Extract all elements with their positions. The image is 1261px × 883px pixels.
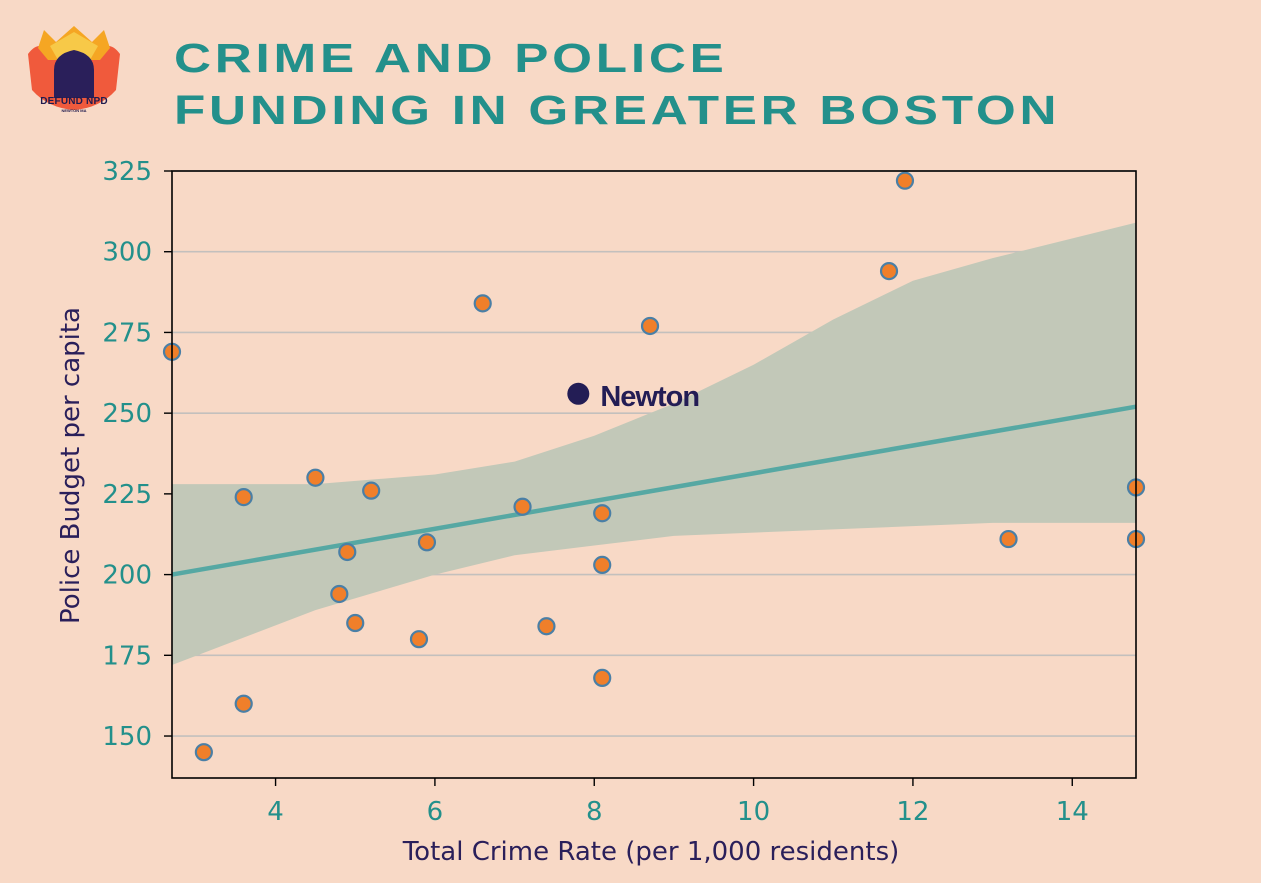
data-point [338, 542, 357, 562]
logo-text: DEFUND NPD [40, 96, 108, 107]
x-tick-label: 4 [267, 797, 284, 827]
data-point [537, 617, 556, 636]
plot-frame [171, 170, 1137, 779]
y-tick-label: 200 [102, 561, 152, 591]
y-tick-label: 250 [102, 399, 152, 429]
data-point [346, 613, 365, 633]
x-tick-label: 6 [427, 797, 444, 827]
data-point [999, 529, 1018, 549]
data-point [362, 481, 381, 500]
data-point [895, 171, 915, 190]
newton-point [567, 382, 590, 405]
data-point [194, 743, 213, 762]
y-axis-label: Police Budget per capita [56, 307, 86, 624]
confidence-band [172, 222, 1136, 665]
data-point [306, 468, 325, 487]
y-tick-label: 225 [102, 480, 152, 510]
data-point [593, 555, 612, 575]
data-point [234, 694, 253, 713]
page-title: CRIME AND POLICE FUNDING IN GREATER BOST… [174, 32, 1060, 136]
data-point [330, 584, 349, 604]
y-tick-label: 275 [102, 318, 152, 348]
y-tick-label: 175 [102, 641, 152, 671]
x-tick-label: 14 [1056, 797, 1089, 827]
data-point [234, 488, 253, 507]
data-point [879, 261, 899, 281]
data-point [473, 294, 492, 313]
title-line-1: CRIME AND POLICE [174, 35, 728, 81]
newton-label: Newton [600, 381, 699, 413]
data-point [593, 504, 612, 523]
y-axis-ticks: 150 175 200 225 250 275 300 325 [102, 157, 172, 752]
y-tick-label: 325 [102, 157, 152, 187]
title-line-2: FUNDING IN GREATER BOSTON [174, 87, 1061, 133]
x-axis-ticks: 4 6 8 10 12 14 [267, 778, 1089, 827]
trend-line [171, 404, 1137, 577]
data-point [593, 668, 612, 688]
x-tick-label: 12 [896, 797, 929, 827]
data-point [409, 630, 429, 649]
x-axis-label: Total Crime Rate (per 1,000 residents) [402, 837, 900, 867]
x-tick-label: 10 [737, 797, 770, 827]
data-point [513, 497, 532, 516]
x-tick-label: 8 [586, 797, 603, 827]
logo-subtext: NEWTON MA [61, 108, 87, 113]
data-point [417, 533, 437, 552]
data-points [162, 171, 1146, 762]
defund-npd-logo [28, 26, 120, 110]
data-point [640, 316, 660, 336]
y-tick-label: 300 [102, 238, 152, 268]
y-tick-label: 150 [102, 722, 152, 752]
